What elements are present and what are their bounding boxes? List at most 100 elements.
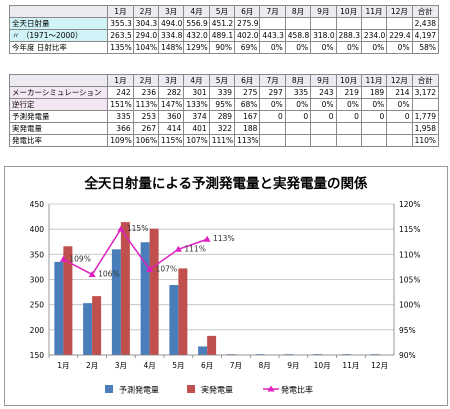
- y-left-tick-label: 450: [30, 200, 45, 209]
- month-header: 10月: [335, 74, 362, 87]
- table-cell: 0%: [284, 98, 312, 111]
- table-cell: 0%: [386, 41, 413, 54]
- total-cell: [411, 98, 440, 111]
- table-cell: [259, 122, 286, 135]
- ratio-marker: [88, 270, 96, 277]
- table-row: 今年度 日射比率 135% 104% 148% 129% 90% 69% 0% 0% 0% 0% 0%…: [8, 41, 440, 54]
- table-cell: 414: [157, 122, 185, 135]
- month-header: 10月: [335, 5, 362, 18]
- table-cell: 68%: [234, 98, 261, 111]
- ratio-data-label: 111%: [184, 244, 205, 253]
- y-left-tick-label: 250: [30, 301, 45, 310]
- y-right-tick-label: 110%: [399, 250, 420, 259]
- x-tick-label: 3月: [115, 361, 127, 370]
- month-header: 6月: [234, 5, 261, 18]
- table-cell: 304.3: [132, 17, 159, 30]
- legend-swatch: [187, 385, 195, 393]
- month-header: 5月: [208, 5, 236, 18]
- month-header: 2月: [132, 5, 159, 18]
- ratio-data-label: 107%: [156, 264, 177, 273]
- table-row: 〃 （1971～2000） 263.5 294.0 334.8 432.0 489.1 40…: [8, 29, 440, 42]
- total-cell: 1,779: [411, 110, 440, 123]
- table-cell: 69%: [234, 41, 261, 54]
- table-cell: 109%: [107, 134, 134, 147]
- table-cell: [360, 17, 388, 30]
- ratio-data-label: 115%: [127, 224, 148, 233]
- table-cell: 0%: [360, 41, 388, 54]
- table-cell: [386, 122, 413, 135]
- table-cell: 451.2: [208, 17, 236, 30]
- total-cell: 110%: [411, 134, 440, 147]
- bar-actual: [92, 296, 102, 355]
- table-row: 逆行定 151% 113% 147% 133% 95% 68% 0% 0% 0% 0% 0% 0%: [8, 98, 440, 111]
- table-cell: 289: [208, 110, 236, 123]
- row-label: 発電比率: [8, 134, 109, 147]
- table-cell: 111%: [208, 134, 236, 147]
- table-cell: 107%: [183, 134, 210, 147]
- table-cell: 401: [183, 122, 210, 135]
- table-cell: 360: [157, 110, 185, 123]
- table-cell: 0: [335, 110, 362, 123]
- table-cell: 234.0: [360, 29, 388, 42]
- legend-marker: [267, 385, 275, 392]
- table-cell: 0: [284, 110, 312, 123]
- y-left-tick-label: 400: [30, 225, 45, 234]
- month-header: 6月: [234, 74, 261, 87]
- generation-table: 1月 2月 3月 4月 5月 6月 7月 8月 9月 10月 11月 12月 合計 メーカーシミュレーショ…: [8, 74, 440, 147]
- table-cell: 147%: [157, 98, 185, 111]
- bar-predicted: [140, 242, 150, 355]
- bar-actual: [178, 268, 188, 355]
- generation-chart: 全天日射量による予測発電量と実発電量の関係 109% 106% 115% 107% 11…: [30, 175, 421, 395]
- legend-label: 発電比率: [281, 385, 313, 395]
- month-header: 12月: [386, 74, 413, 87]
- table-cell: 263.5: [107, 29, 134, 42]
- ratio-data-label: 109%: [69, 254, 90, 263]
- bar-actual: [120, 222, 130, 355]
- month-header: 3月: [157, 74, 185, 87]
- table-cell: 113%: [234, 134, 261, 147]
- table-cell: [386, 17, 413, 30]
- month-header: 8月: [284, 74, 312, 87]
- table-cell: 335: [107, 110, 134, 123]
- table-cell: 267: [132, 122, 159, 135]
- table-cell: 318.0: [310, 29, 337, 42]
- table-cell: 242: [107, 86, 134, 99]
- table-cell: [284, 122, 312, 135]
- table-cell: [284, 134, 312, 147]
- row-label: 逆行定: [8, 98, 109, 111]
- bar-actual: [63, 246, 73, 355]
- solar-radiation-table: 1月 2月 3月 4月 5月 6月 7月 8月 9月 10月 11月 12月 合計 全天日射量 355.3 3…: [8, 5, 440, 54]
- table-cell: 151%: [107, 98, 134, 111]
- x-tick-label: 8月: [258, 361, 270, 370]
- x-tick-label: 2月: [86, 361, 98, 370]
- x-tick-label: 6月: [201, 361, 213, 370]
- table-cell: 494.0: [157, 17, 185, 30]
- x-tick-label: 10月: [314, 361, 331, 370]
- x-tick-label: 1月: [57, 361, 69, 370]
- row-label: 今年度 日射比率: [8, 41, 109, 54]
- ratio-marker: [59, 255, 67, 262]
- y-right-tick-label: 100%: [399, 301, 420, 310]
- table-cell: 167: [234, 110, 261, 123]
- month-header: 9月: [310, 74, 337, 87]
- bar-predicted: [169, 285, 179, 355]
- month-header: 3月: [157, 5, 185, 18]
- table-cell: 366: [107, 122, 134, 135]
- header-row: 1月 2月 3月 4月 5月 6月 7月 8月 9月 10月 11月 12月 合計: [8, 74, 440, 87]
- table-cell: 322: [208, 122, 236, 135]
- table-cell: 95%: [208, 98, 236, 111]
- bar-actual: [149, 228, 159, 355]
- ratio-data-label: 113%: [213, 234, 234, 243]
- x-tick-label: 12月: [371, 361, 388, 370]
- table-cell: [310, 17, 337, 30]
- table-cell: [259, 17, 286, 30]
- table-cell: 236: [132, 86, 159, 99]
- table-cell: 339: [208, 86, 236, 99]
- total-cell: 2,438: [411, 17, 440, 30]
- table-cell: [335, 134, 362, 147]
- total-cell: 4,197: [411, 29, 440, 42]
- table-cell: 0%: [259, 98, 286, 111]
- x-tick-label: 7月: [230, 361, 242, 370]
- table-cell: 355.3: [107, 17, 134, 30]
- table-cell: 489.1: [208, 29, 236, 42]
